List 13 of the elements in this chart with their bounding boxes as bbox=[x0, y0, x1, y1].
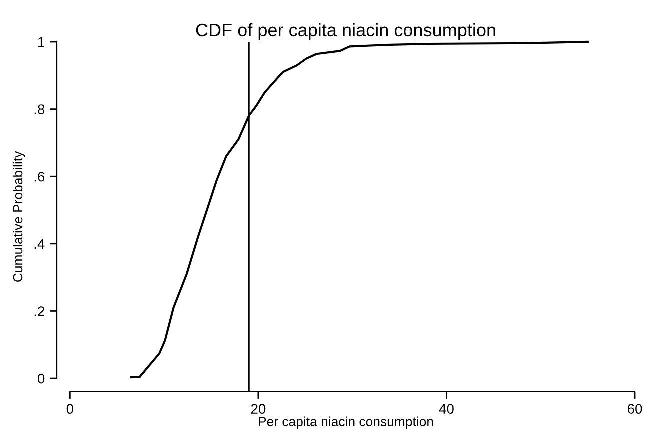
y-axis-title: Cumulative Probability bbox=[12, 151, 26, 282]
x-axis-title: Per capita niacin consumption bbox=[259, 416, 434, 430]
x-tick-label: 60 bbox=[628, 404, 642, 414]
x-tick-label: 20 bbox=[251, 404, 266, 414]
x-tick-label: 0 bbox=[66, 404, 74, 414]
y-tick-label: .6 bbox=[34, 172, 45, 182]
y-tick-label: 1 bbox=[38, 37, 45, 48]
y-tick-label: .4 bbox=[34, 239, 45, 249]
y-tick-label: 0 bbox=[38, 374, 45, 384]
chart-title: CDF of per capita niacin consumption bbox=[196, 23, 496, 40]
x-tick-label: 40 bbox=[439, 404, 454, 414]
y-tick-label: .8 bbox=[34, 104, 45, 114]
y-tick-label: .2 bbox=[34, 306, 44, 316]
